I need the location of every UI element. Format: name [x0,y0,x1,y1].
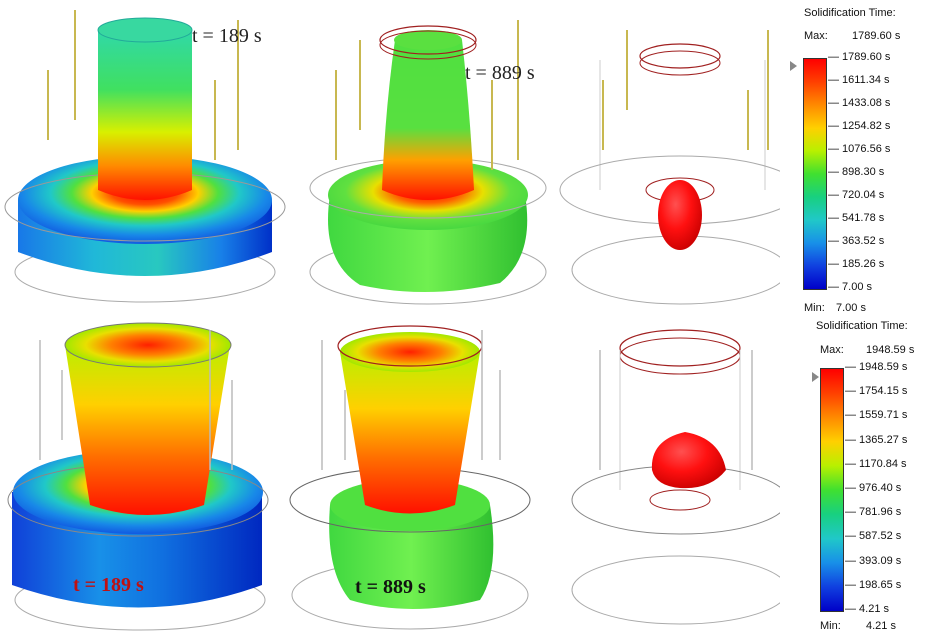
legend-bottom: Solidification Time: Max: 1948.59 s — 19… [790,318,939,639]
time-label-top-2: t = 889 s [465,62,535,84]
legend-tick-label: — 781.96 s [845,506,902,519]
legend-tick-label: — 1170.84 s [845,457,907,470]
legend-min-value: 4.21 s [866,620,896,632]
legend-tick-label: — 4.21 s [845,603,890,615]
casting-bottom-t189 [7,322,269,631]
legend-pointer-icon [812,372,819,382]
time-label-bottom-2: t = 889 s [355,576,426,598]
time-label-top-1: t = 189 s [192,25,262,47]
casting-bottom-hotspot [571,329,780,625]
legend-tick-label: — 898.30 s [828,166,885,178]
casting-top-hotspot [559,30,780,305]
legend-tick-label: — 1754.15 s [845,385,908,398]
legend-tick-label: — 1611.34 s [828,74,890,86]
legend-pointer-icon [790,61,797,71]
legend-tick-label: — 7.00 s [828,281,873,293]
casting-top-t889 [309,20,547,305]
legend-top: Solidification Time: Max: 1789.60 s — 17… [790,0,939,320]
legend-max-value: 1789.60 s [852,30,901,42]
legend-tick-label: — 587.52 s [845,530,902,543]
legend-tick-label: — 1789.60 s [828,51,891,63]
legend-tick-label: — 1433.08 s [828,97,891,109]
legend-title: Solidification Time: [804,7,896,19]
legend-max-label: Max: [820,344,844,356]
legend-tick-label: — 1076.56 s [828,143,891,155]
time-label-bottom-1: t = 189 s [73,574,144,596]
legend-tick-label: — 976.40 s [845,482,902,494]
legend-tick-label: — 363.52 s [828,235,885,247]
legend-max-value: 1948.59 s [866,344,915,356]
legend-tick-label: — 185.26 s [828,258,885,270]
casting-bottom-t889 [289,325,531,630]
legend-min-value: 7.00 s [836,302,866,314]
legend-color-bar [820,368,844,612]
legend-tick-label: — 393.09 s [845,554,902,567]
legend-tick-label: — 1254.82 s [828,120,891,132]
casting-simulation-scene: t = 189 s t = 889 s t = 189 s t = 889 s [4,10,780,631]
legend-tick-label: — 1365.27 s [845,433,908,446]
legend-max-label: Max: [804,30,828,42]
legend-tick-label: — 1948.59 s [845,361,908,373]
casting-top-t189 [4,10,286,303]
legend-min-label: Min: [820,620,841,632]
legend-color-bar [803,58,827,290]
legend-tick-label: — 198.65 s [845,578,902,591]
legend-tick-label: — 1559.71 s [845,409,908,422]
legend-title: Solidification Time: [816,320,908,332]
legend-min-label: Min: [804,302,825,314]
legend-tick-label: — 541.78 s [828,212,885,224]
legend-tick-label: — 720.04 s [828,189,885,201]
